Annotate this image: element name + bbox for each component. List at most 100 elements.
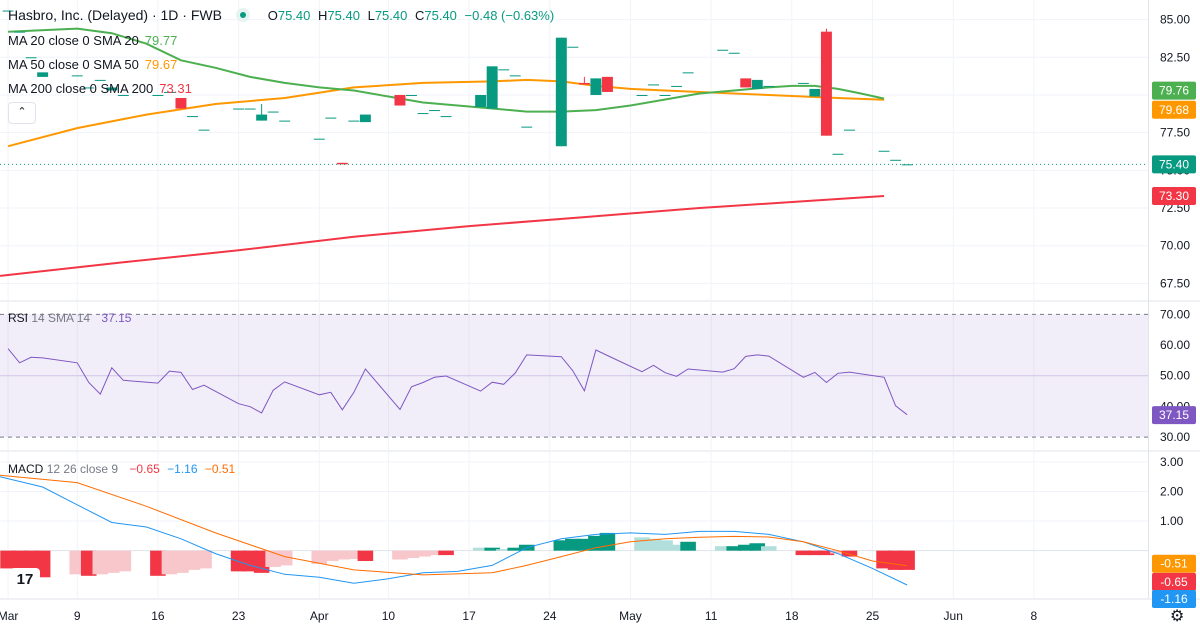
- macd-signal-line: [0, 474, 908, 576]
- candle-body: [406, 94, 417, 96]
- candle-body: [348, 120, 360, 122]
- macd-histogram-bar: [553, 540, 570, 551]
- macd-histogram-bar: [680, 541, 696, 551]
- macd-label-signal-bg: [1152, 554, 1196, 573]
- macd-histogram-bar: [737, 544, 754, 551]
- macd-histogram-bar: [346, 550, 362, 559]
- candle-body: [256, 114, 268, 121]
- macd-histogram-bar: [495, 549, 512, 551]
- macd-histogram-bar: [438, 550, 454, 556]
- macd-histogram-bar: [761, 546, 777, 551]
- legend-rsi[interactable]: RSI 14 SMA 14 37.15: [8, 311, 132, 325]
- candle-body: [521, 126, 533, 128]
- market-status-icon: [235, 8, 250, 22]
- candle-body: [590, 78, 602, 95]
- candle-body: [843, 129, 855, 131]
- candle-body: [751, 79, 763, 89]
- macd-histogram-bar: [899, 550, 915, 570]
- candle-body: [175, 97, 187, 109]
- candle-body: [648, 84, 660, 86]
- macd-histogram-bar: [576, 538, 593, 551]
- candle-body: [187, 116, 198, 118]
- candle-body: [417, 113, 429, 115]
- candle-body: [890, 159, 902, 161]
- candle-body: [163, 91, 175, 93]
- candle-body: [763, 85, 775, 87]
- candle-body: [37, 72, 49, 77]
- symbol-header: Hasbro, Inc. (Delayed) · 1D · FWB O75.40…: [8, 7, 554, 23]
- x-tick-label: 16: [151, 609, 165, 623]
- macd-histogram-bar: [276, 550, 293, 566]
- legend-ma200[interactable]: MA 200 close 0 SMA 200 73.31: [8, 81, 192, 96]
- macd-histogram-bar: [645, 538, 662, 551]
- macd-label-macd: -1.16: [1160, 592, 1188, 606]
- ohlc-readout: O75.40 H75.40 L75.40 C75.40 −0.48 (−0.63…: [267, 8, 555, 23]
- candle-body: [14, 31, 26, 33]
- candle-body: [740, 78, 752, 88]
- macd-tick-label: 3.00: [1160, 455, 1184, 469]
- candle-body: [440, 116, 452, 118]
- macd-histogram-bar: [357, 550, 374, 562]
- candle-body: [475, 94, 487, 108]
- macd-histogram-bar: [484, 547, 500, 551]
- macd-histogram-bar: [599, 532, 616, 551]
- macd-histogram-bar: [415, 550, 431, 557]
- x-tick-label: 10: [382, 609, 396, 623]
- legend-macd[interactable]: MACD 12 26 close 9 −0.65 −1.16 −0.51: [8, 462, 236, 476]
- candle-body: [152, 94, 164, 96]
- price-tick-label: 85.00: [1160, 13, 1190, 27]
- macd-histogram-bar: [323, 550, 339, 562]
- symbol-title[interactable]: Hasbro, Inc. (Delayed) · 1D · FWB: [8, 7, 222, 23]
- x-tick-label: Mar: [0, 609, 18, 623]
- price-tick-label: 77.50: [1160, 126, 1190, 140]
- tradingview-logo: 17: [10, 568, 40, 592]
- price-label-ma200-bg: [1152, 186, 1196, 205]
- x-tick-label: 8: [1031, 609, 1038, 623]
- x-tick-label: Apr: [310, 609, 329, 623]
- legend-ma50[interactable]: MA 50 close 0 SMA 50 79.67: [8, 57, 178, 72]
- macd-histogram-bar: [714, 546, 731, 551]
- price-label-ma50: 79.68: [1159, 103, 1189, 117]
- candle-body: [83, 87, 95, 89]
- candle-body: [313, 138, 325, 140]
- price-label-ma50-bg: [1152, 100, 1196, 119]
- legend-ma20[interactable]: MA 20 close 0 SMA 20 79.77: [8, 33, 178, 48]
- macd-histogram-bar: [841, 550, 858, 557]
- candle-body: [717, 49, 729, 51]
- macd-histogram-bar: [472, 547, 489, 551]
- macd-label-hist: -0.65: [1160, 575, 1188, 589]
- candle-body: [267, 111, 279, 113]
- candle-body: [71, 75, 83, 77]
- price-change: −0.48 (−0.63%): [464, 8, 555, 23]
- price-tick-label: 82.50: [1160, 50, 1190, 64]
- candle-body: [659, 94, 671, 96]
- candle-body: [325, 117, 337, 119]
- candle-body: [797, 82, 809, 84]
- collapse-legend-button[interactable]: ⌃: [8, 102, 36, 124]
- candle-body: [728, 52, 740, 54]
- price-label-ma20: 79.76: [1159, 84, 1189, 98]
- candle-body: [878, 150, 890, 152]
- x-tick-label: 24: [543, 609, 557, 623]
- rsi-value-label-bg: [1152, 406, 1196, 425]
- candle-body: [25, 57, 37, 59]
- candle-body: [682, 72, 694, 74]
- candle-body: [94, 79, 106, 81]
- candle-body: [809, 88, 821, 97]
- macd-histogram-bar: [334, 550, 351, 560]
- x-tick-label: 11: [705, 609, 718, 623]
- macd-histogram-bar: [657, 540, 673, 551]
- macd-histogram-bar: [807, 550, 823, 556]
- candle-body: [117, 94, 129, 96]
- macd-histogram-bar: [818, 550, 835, 556]
- macd-histogram-bar: [749, 543, 766, 551]
- candle-body: [244, 108, 256, 110]
- macd-histogram-bar: [565, 538, 581, 551]
- gear-icon[interactable]: ⚙: [1170, 608, 1185, 625]
- candle-body: [429, 110, 441, 112]
- x-tick-label: 9: [74, 609, 81, 623]
- price-tick-label: 67.50: [1160, 276, 1190, 290]
- candle-body: [832, 153, 844, 155]
- x-tick-label: 18: [785, 609, 799, 623]
